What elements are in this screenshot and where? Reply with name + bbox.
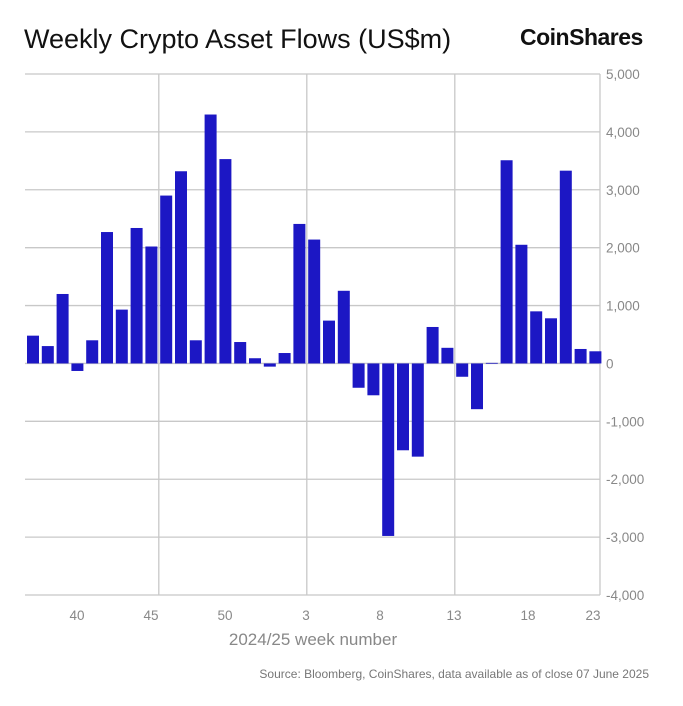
x-tick-label: 8 xyxy=(376,608,384,623)
bar-week-49 xyxy=(204,114,217,364)
bar-week-51 xyxy=(234,342,247,364)
y-tick-label: -4,000 xyxy=(606,588,644,603)
bar-week-6 xyxy=(337,290,350,364)
bar-week-50 xyxy=(219,159,232,364)
coinshares-logo: CoinShares xyxy=(520,24,643,50)
bar-week-47 xyxy=(175,171,187,364)
x-axis-label: 2024/25 week number xyxy=(229,630,398,649)
x-tick-label: 40 xyxy=(69,608,84,623)
bar-week-1 xyxy=(263,363,276,367)
x-tick-label: 23 xyxy=(585,608,600,623)
bar-week-46 xyxy=(160,195,173,364)
bar-week-37 xyxy=(27,335,39,364)
bar-week-17 xyxy=(500,160,513,364)
y-tick-label: 0 xyxy=(606,356,614,371)
bar-week-52 xyxy=(249,358,261,364)
y-tick-label: 2,000 xyxy=(606,241,640,256)
bar-week-41 xyxy=(86,340,99,364)
y-tick-label: 4,000 xyxy=(606,125,640,140)
bar-week-13 xyxy=(441,347,454,364)
y-tick-label: 1,000 xyxy=(606,299,640,314)
y-tick-label: -1,000 xyxy=(606,414,644,429)
bar-week-10 xyxy=(397,363,409,451)
y-tick-label: 5,000 xyxy=(606,67,640,82)
y-tick-label: -3,000 xyxy=(606,530,644,545)
bar-week-14 xyxy=(456,363,469,377)
bar-week-18 xyxy=(515,244,528,364)
x-tick-label: 13 xyxy=(446,608,461,623)
bar-week-48 xyxy=(189,340,202,364)
bar-week-11 xyxy=(411,363,424,457)
bar-week-20 xyxy=(545,318,557,364)
x-tick-label: 45 xyxy=(143,608,158,623)
bar-week-23 xyxy=(589,351,602,364)
bar-week-43 xyxy=(115,309,128,364)
source-note: Source: Bloomberg, CoinShares, data avai… xyxy=(259,667,649,681)
chart-title: Weekly Crypto Asset Flows (US$m) xyxy=(24,24,452,54)
bar-week-45 xyxy=(145,246,158,364)
x-tick-label: 50 xyxy=(217,608,232,623)
bar-week-21 xyxy=(559,170,572,364)
bar-week-12 xyxy=(426,326,439,364)
bar-week-44 xyxy=(130,227,143,364)
bar-week-22 xyxy=(574,348,587,364)
bar-week-19 xyxy=(530,311,543,364)
bar-week-42 xyxy=(101,232,113,364)
bar-week-5 xyxy=(323,320,335,364)
bar-week-7 xyxy=(352,363,365,388)
bar-week-9 xyxy=(382,363,395,536)
bar-week-38 xyxy=(41,346,54,364)
y-tick-label: -2,000 xyxy=(606,472,644,487)
bar-week-39 xyxy=(56,293,69,364)
bar-week-40 xyxy=(71,363,84,371)
bar-week-2 xyxy=(278,353,291,364)
bar-week-15 xyxy=(471,363,483,410)
bar-week-16 xyxy=(485,362,498,364)
bar-week-3 xyxy=(293,223,306,364)
bar-week-4 xyxy=(308,239,321,364)
y-tick-label: 3,000 xyxy=(606,183,640,198)
bar-week-8 xyxy=(367,363,380,396)
x-tick-label: 18 xyxy=(520,608,535,623)
x-tick-label: 3 xyxy=(302,608,310,623)
